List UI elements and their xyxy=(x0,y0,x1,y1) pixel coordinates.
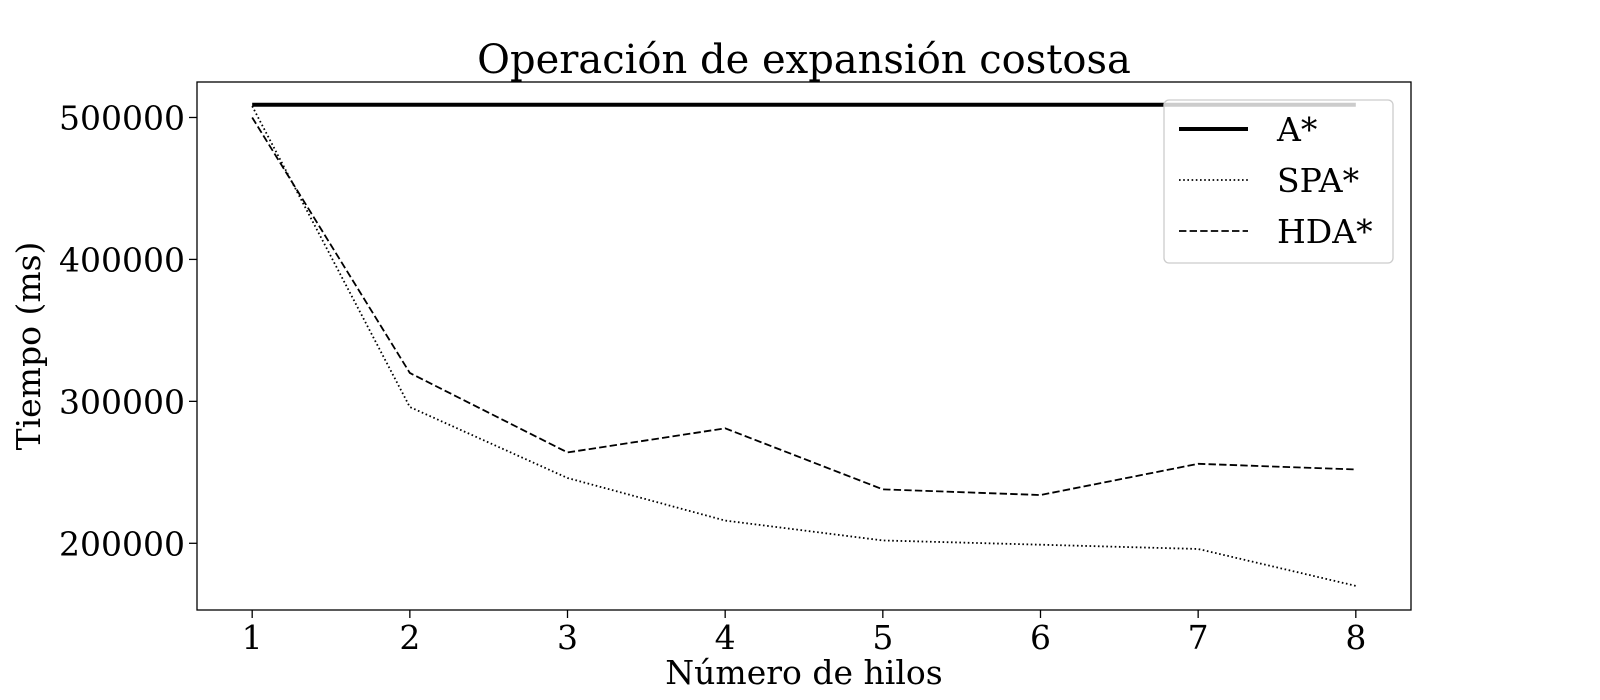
legend-box xyxy=(1163,99,1394,264)
x-tick-label: 6 xyxy=(1030,618,1051,657)
y-axis-label: Tiempo (ms) xyxy=(9,242,48,451)
legend: A* SPA* HDA* xyxy=(1163,99,1394,264)
x-tick-label: 7 xyxy=(1188,618,1209,657)
legend-label: SPA* xyxy=(1277,161,1359,200)
x-tick-label: 1 xyxy=(242,618,263,657)
x-axis: 1 2 3 4 5 6 7 8 xyxy=(242,610,1366,657)
x-tick-label: 5 xyxy=(872,618,893,657)
y-axis: 200000 300000 400000 500000 xyxy=(59,98,197,563)
y-tick-label: 200000 xyxy=(59,524,185,563)
x-tick-label: 4 xyxy=(715,618,736,657)
series-line-hda xyxy=(251,117,1356,496)
x-axis-label: Número de hilos xyxy=(665,653,942,692)
y-tick-label: 400000 xyxy=(59,240,185,279)
chart-title: Operación de expansión costosa xyxy=(477,37,1131,83)
legend-label: HDA* xyxy=(1277,212,1373,251)
y-tick-label: 500000 xyxy=(59,98,185,137)
y-tick-label: 300000 xyxy=(59,382,185,421)
x-tick-label: 3 xyxy=(557,618,578,657)
x-tick-label: 2 xyxy=(399,618,420,657)
x-tick-label: 8 xyxy=(1345,618,1366,657)
legend-label: A* xyxy=(1276,110,1317,149)
